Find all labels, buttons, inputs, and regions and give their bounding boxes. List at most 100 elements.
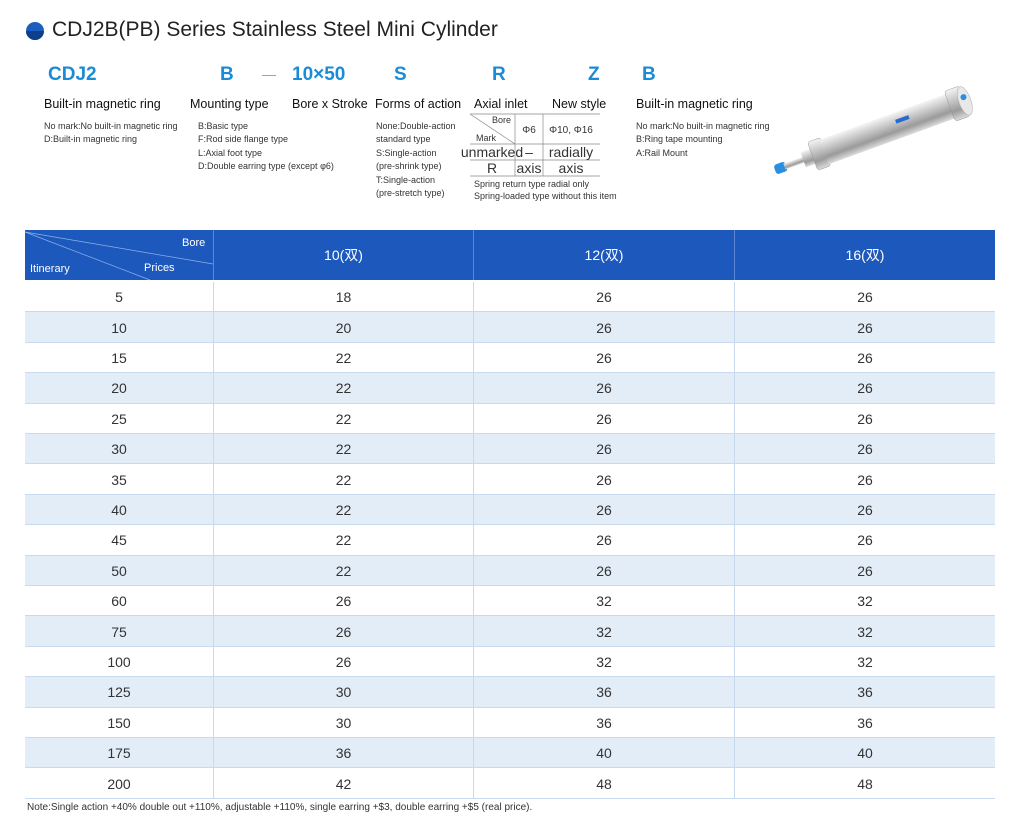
description: B:Ring tape mounting [636, 134, 723, 145]
table-row [25, 342, 995, 374]
code: S [394, 64, 407, 85]
table-cell: 22 [213, 464, 473, 495]
table-row [25, 525, 995, 556]
table-cell: 26 [734, 434, 995, 465]
code: Z [588, 64, 600, 85]
table-cell: 45 [111, 532, 127, 549]
table-cell: 26 [473, 434, 734, 465]
table-cell: 25 [111, 410, 127, 427]
description: No mark:No built-in magnetic ring [44, 121, 178, 131]
description: T:Single-action [376, 174, 436, 185]
table-cell: 22 [213, 342, 473, 374]
table-cell: 22 [213, 403, 473, 434]
field-label: Built-in magnetic ring [636, 97, 753, 111]
field-label: Axial inlet [474, 97, 528, 111]
table-cell: 20 [213, 312, 473, 343]
table-cell: 26 [473, 403, 734, 434]
table-cell: 36 [734, 707, 995, 738]
table-cell: 40 [473, 738, 734, 769]
description: D:Double earring type (except φ6) [198, 161, 334, 172]
table-cell: 26 [734, 494, 995, 526]
column-header: 16(双) [734, 230, 995, 280]
table-cell: 36 [734, 677, 995, 708]
table-cell: 26 [734, 555, 995, 586]
table-corner [25, 230, 213, 280]
description: A:Rail Mount [636, 147, 688, 158]
table-row [25, 403, 995, 434]
description: L:Axial foot type [198, 147, 263, 158]
description: standard type [376, 134, 431, 145]
corner-label: Prices [144, 262, 175, 274]
mini-cell: axis [558, 160, 584, 176]
table-cell: 10 [111, 319, 127, 336]
table-cell: 30 [213, 677, 473, 708]
table-row [25, 707, 995, 738]
table-row [25, 312, 995, 343]
table-cell: 60 [111, 593, 127, 610]
code: — [262, 66, 276, 82]
table-cell: 18 [213, 282, 473, 313]
table-cell: 48 [734, 768, 995, 799]
table-cell: 26 [473, 464, 734, 495]
table-cell: 30 [213, 707, 473, 738]
code: R [492, 64, 506, 85]
table-row [25, 282, 995, 313]
table-cell: 26 [734, 282, 995, 313]
mini-note: Spring-loaded type without this item [474, 191, 617, 201]
table-cell: 200 [107, 775, 131, 792]
table-cell: 35 [111, 471, 127, 488]
table-cell: 26 [734, 373, 995, 404]
code: B [642, 64, 656, 85]
corner-label: Bore [182, 237, 206, 249]
table-cell: 30 [111, 441, 127, 458]
mini-cell: radially [548, 144, 594, 160]
table-row [25, 768, 995, 799]
mini-table-lines [469, 113, 600, 177]
field-label: Mounting type [190, 97, 269, 111]
description: S:Single-action [376, 147, 437, 158]
table-row [25, 616, 995, 647]
table-cell: 26 [473, 525, 734, 556]
table-cell: 36 [473, 677, 734, 708]
table-cell: 26 [473, 373, 734, 404]
table-cell: 26 [473, 494, 734, 526]
mini-cell: unmarked [460, 144, 524, 160]
table-cell: 40 [734, 738, 995, 769]
table-cell: 22 [213, 525, 473, 556]
description: F:Rod side flange type [198, 134, 289, 145]
table-cell: 32 [734, 586, 995, 617]
table-row [25, 434, 995, 465]
title-dot-shade [26, 31, 44, 40]
table-cell: 32 [734, 646, 995, 678]
table-cell: 15 [111, 349, 127, 366]
table-cell: 42 [213, 768, 473, 799]
table-cell: 48 [473, 768, 734, 799]
table-row [25, 555, 995, 586]
field-label: Built-in magnetic ring [44, 97, 161, 111]
table-cell: 26 [734, 525, 995, 556]
description: (pre-shrink type) [376, 161, 442, 172]
description: None:Double-action [376, 121, 456, 131]
mini-cell: axis [516, 160, 542, 176]
table-cell: 26 [473, 282, 734, 313]
description: No mark:No built-in magnetic ring [636, 121, 770, 131]
field-label: Forms of action [375, 97, 462, 111]
table-cell: 5 [115, 289, 123, 306]
mini-header: Mark [476, 133, 496, 143]
title: CDJ2B(PB) Series Stainless Steel Mini Cy… [52, 18, 498, 41]
table-cell: 50 [111, 562, 127, 579]
corner-diagonal [24, 231, 151, 281]
table-cell: 175 [107, 745, 131, 762]
code: 10×50 [292, 64, 346, 85]
description: (pre-stretch type) [376, 188, 445, 198]
table-cell: 32 [473, 646, 734, 678]
table-cell: 22 [213, 494, 473, 526]
mini-header: Φ6 [522, 124, 536, 136]
table-row [25, 373, 995, 404]
corner-label: Itinerary [30, 263, 70, 275]
cylinder-image [774, 86, 973, 174]
column-header: 12(双) [473, 230, 734, 280]
table-cell: 26 [213, 646, 473, 678]
table-cell: 32 [473, 616, 734, 647]
